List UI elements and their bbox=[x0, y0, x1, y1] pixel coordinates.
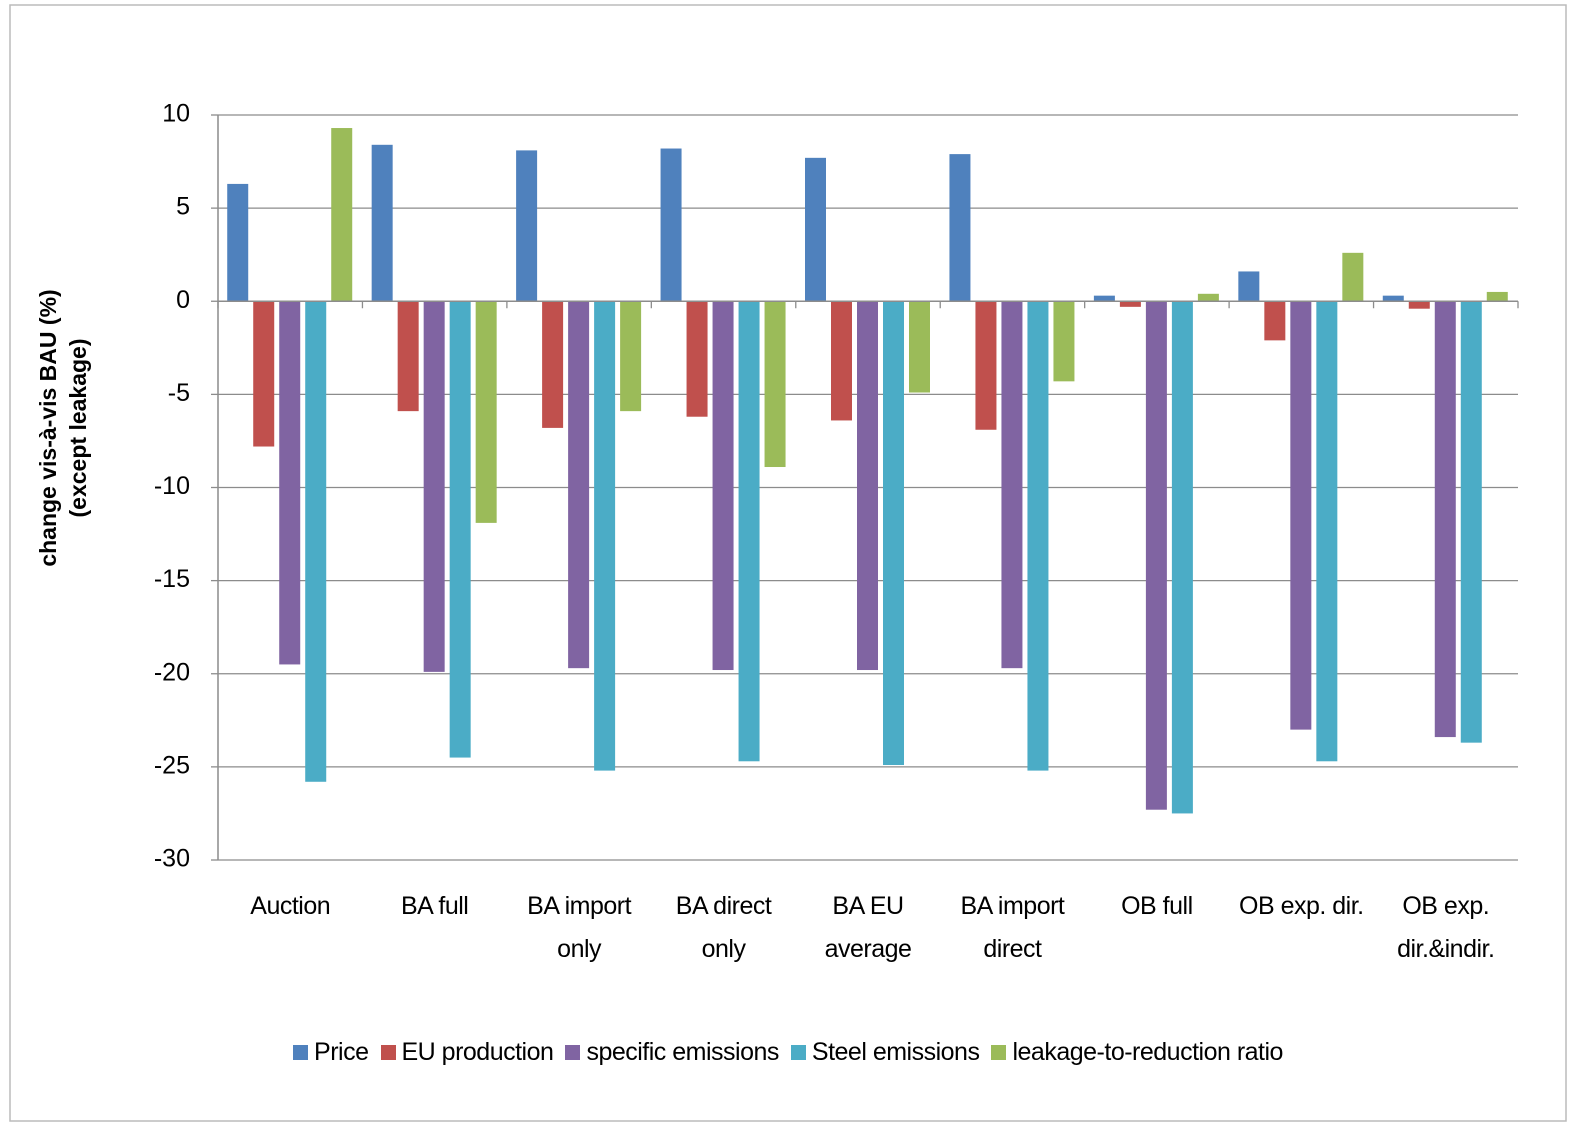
legend-label: Price bbox=[314, 1038, 369, 1066]
bar bbox=[660, 148, 682, 302]
bar bbox=[949, 154, 971, 302]
bar bbox=[857, 301, 878, 671]
bar bbox=[568, 301, 590, 669]
chart-border bbox=[9, 4, 1567, 1122]
y-tick-label: -15 bbox=[154, 565, 190, 593]
legend-swatch bbox=[380, 1045, 396, 1060]
bar bbox=[475, 301, 497, 523]
bar bbox=[1264, 301, 1286, 341]
bar bbox=[279, 301, 301, 665]
bar bbox=[1171, 301, 1193, 814]
bar bbox=[542, 301, 564, 428]
bar bbox=[594, 301, 616, 771]
bar bbox=[909, 301, 930, 393]
x-tick-label: OB exp. dir. bbox=[1239, 892, 1364, 920]
bar bbox=[805, 157, 826, 302]
bar bbox=[253, 301, 275, 447]
legend-swatch bbox=[790, 1045, 806, 1060]
bar bbox=[620, 301, 642, 412]
bar bbox=[1197, 293, 1219, 302]
bar bbox=[764, 301, 786, 468]
bar bbox=[738, 301, 760, 762]
legend: Price EU production specific emissions Stee… bbox=[0, 1038, 1576, 1067]
bar bbox=[975, 301, 997, 430]
y-tick-label: -25 bbox=[154, 751, 190, 779]
bar bbox=[1027, 301, 1049, 771]
x-tick-label: BA direct only bbox=[675, 892, 772, 963]
bar bbox=[1238, 271, 1260, 302]
y-tick-label: 10 bbox=[162, 100, 190, 128]
legend-swatch bbox=[565, 1045, 581, 1060]
bar bbox=[1053, 301, 1075, 382]
bar bbox=[1342, 252, 1364, 302]
bar bbox=[1434, 301, 1456, 738]
bar bbox=[883, 301, 904, 766]
bar bbox=[331, 128, 353, 302]
bar bbox=[516, 150, 538, 302]
legend-swatch bbox=[991, 1045, 1007, 1060]
bar bbox=[1119, 301, 1141, 307]
x-tick-label: OB exp. dir.&indir. bbox=[1397, 892, 1495, 963]
bar bbox=[831, 301, 852, 421]
legend-label: leakage-to-reduction ratio bbox=[1012, 1038, 1283, 1066]
y-tick-label: -30 bbox=[154, 845, 190, 873]
x-tick-label: BA EU average bbox=[824, 892, 912, 963]
x-tick-label: BA import only bbox=[527, 892, 632, 963]
bar bbox=[1382, 295, 1404, 302]
y-axis-label: change vis-à-vis BAU (%) bbox=[35, 289, 61, 566]
legend-item: Price bbox=[293, 1038, 369, 1067]
x-tick-label: BA full bbox=[400, 892, 469, 920]
y-tick-label: 0 bbox=[176, 286, 190, 314]
bar bbox=[1001, 301, 1023, 669]
y-tick-label: -5 bbox=[168, 379, 190, 407]
legend-label: EU production bbox=[401, 1038, 554, 1066]
bar bbox=[1460, 301, 1482, 743]
legend-item: Steel emissions bbox=[790, 1038, 980, 1067]
y-axis-label: (except leakage) bbox=[65, 339, 91, 518]
bar bbox=[712, 301, 734, 671]
bar bbox=[686, 301, 708, 417]
y-tick-label: -20 bbox=[154, 658, 190, 686]
bar bbox=[1486, 291, 1508, 302]
bar bbox=[227, 183, 249, 302]
legend-item: leakage-to-reduction ratio bbox=[991, 1038, 1283, 1067]
legend-label: specific emissions bbox=[586, 1038, 779, 1066]
y-tick-label: -10 bbox=[154, 472, 190, 500]
legend-label: Steel emissions bbox=[811, 1038, 980, 1066]
bar bbox=[1408, 301, 1430, 309]
bar bbox=[423, 301, 445, 672]
bar bbox=[1316, 301, 1338, 762]
legend-swatch bbox=[293, 1045, 309, 1060]
bar bbox=[1093, 295, 1115, 302]
y-tick-label: 5 bbox=[176, 193, 190, 221]
legend-item: specific emissions bbox=[565, 1038, 779, 1067]
bar bbox=[371, 144, 393, 302]
bar bbox=[305, 301, 327, 782]
x-tick-label: OB full bbox=[1121, 892, 1193, 920]
bar bbox=[1290, 301, 1312, 730]
bar bbox=[1145, 301, 1167, 810]
x-tick-label: Auction bbox=[250, 892, 331, 920]
bar bbox=[449, 301, 471, 758]
bar bbox=[397, 301, 419, 412]
x-tick-label: BA import direct bbox=[960, 892, 1065, 963]
legend-item: EU production bbox=[380, 1038, 554, 1067]
